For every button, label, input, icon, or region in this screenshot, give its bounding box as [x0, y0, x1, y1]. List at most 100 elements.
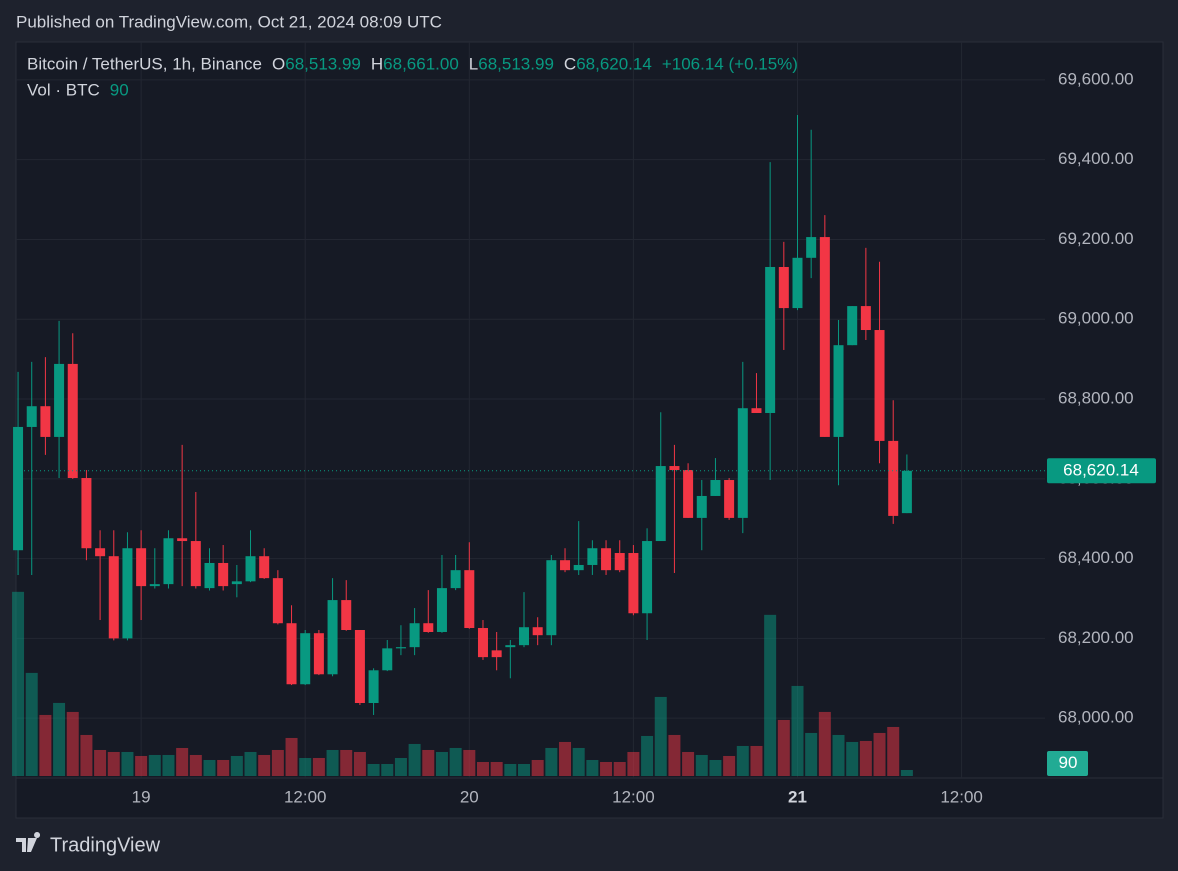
volume-bar	[627, 751, 640, 776]
candle-body	[874, 330, 885, 441]
volume-bar	[791, 685, 804, 776]
candle-body	[286, 623, 297, 685]
legend-key: H	[371, 54, 383, 73]
x-tick-label: 21	[788, 787, 807, 806]
volume-bar	[695, 754, 708, 776]
volume-bar	[832, 734, 845, 776]
volume-bar	[531, 759, 544, 776]
volume-bar	[873, 732, 886, 776]
candle-body	[149, 584, 160, 587]
candle-body	[491, 650, 502, 658]
candle-body	[546, 560, 557, 636]
legend-value: 68,620.14	[576, 54, 652, 73]
volume-bar	[818, 711, 831, 776]
candle-body	[204, 562, 215, 589]
candle-body	[833, 345, 844, 437]
x-tick-label: 12:00	[940, 787, 983, 806]
legend-value: 68,513.99	[478, 54, 554, 73]
candle-body	[136, 548, 147, 587]
volume-bar	[53, 702, 66, 776]
volume-bar	[230, 755, 243, 776]
candle-body	[710, 480, 721, 496]
candle-body	[601, 548, 612, 571]
candle-body	[901, 470, 912, 514]
volume-bar	[559, 741, 572, 776]
volume-bar	[94, 749, 107, 776]
x-tick-label: 20	[460, 787, 479, 806]
y-tick-label: 68,800.00	[1058, 389, 1134, 408]
volume-bar	[312, 757, 325, 776]
volume-bar	[39, 714, 52, 776]
candle-body	[819, 237, 830, 437]
volume-bar	[641, 735, 654, 776]
logo-icon	[16, 832, 41, 852]
candle-body	[436, 588, 447, 632]
volume-bar	[285, 737, 298, 776]
volume-bar	[107, 751, 120, 776]
volume-bar	[80, 734, 93, 776]
candle-body	[313, 633, 324, 675]
candle-body	[26, 406, 37, 427]
x-tick-label: 12:00	[612, 787, 655, 806]
volume-bar	[12, 591, 25, 776]
volume-bar	[518, 763, 531, 776]
legend-key: L	[469, 54, 478, 73]
candle-body	[67, 363, 78, 479]
volume-bar	[736, 745, 749, 776]
y-tick-label: 69,600.00	[1058, 69, 1134, 88]
candle-body	[327, 600, 338, 675]
legend-key: C	[564, 54, 576, 73]
volume-bar	[545, 747, 558, 776]
volume-bar	[271, 749, 284, 776]
volume-bar	[394, 757, 407, 776]
volume-legend-label: Vol · BTC	[27, 80, 100, 99]
y-tick-label: 69,400.00	[1058, 149, 1134, 168]
legend-change: +106.14 (+0.15%)	[662, 54, 798, 73]
volume-bar	[449, 747, 462, 776]
candle-body	[272, 578, 283, 624]
candle-body	[614, 553, 625, 571]
candle-body	[847, 306, 858, 346]
volume-bar	[572, 747, 585, 776]
volume-bar	[476, 761, 489, 776]
grid	[16, 42, 1045, 778]
candle-body	[395, 647, 406, 649]
volume-bar	[682, 751, 695, 776]
volume-legend-value: 90	[110, 80, 129, 99]
last-price-label: 68,620.14	[1063, 460, 1139, 479]
y-tick-label: 69,000.00	[1058, 309, 1134, 328]
published: Published on TradingView.com, Oct 21, 20…	[16, 12, 442, 31]
candle-body	[519, 627, 530, 646]
volume-bar	[176, 747, 189, 776]
volume-bar	[846, 741, 859, 776]
candle-body	[737, 408, 748, 518]
volume-bar	[381, 763, 394, 776]
candle-body	[696, 495, 707, 518]
volume-bar	[723, 755, 736, 776]
volume-bar	[805, 732, 818, 776]
candle-body	[108, 556, 119, 639]
candle-body	[423, 623, 434, 632]
candle-body	[409, 623, 420, 648]
volume-bar	[586, 759, 599, 776]
volume-bar	[25, 672, 38, 776]
volume-bar	[340, 749, 353, 776]
legend-value: 68,661.00	[383, 54, 459, 73]
volume-bar	[189, 754, 202, 776]
candle-body	[888, 440, 899, 516]
volume-bar	[764, 614, 777, 776]
last-price-box	[1047, 458, 1156, 484]
candle-body	[245, 556, 256, 582]
y-tick-label: 68,000.00	[1058, 708, 1134, 727]
candle-body	[190, 541, 201, 587]
candle-body	[532, 627, 543, 636]
candle-body	[683, 470, 694, 518]
brand: TradingView	[50, 834, 161, 856]
candle-body	[177, 538, 188, 542]
candle-body	[54, 363, 65, 437]
volume-bar	[422, 749, 435, 776]
candle-body	[368, 670, 379, 704]
volume-bar	[504, 763, 517, 776]
